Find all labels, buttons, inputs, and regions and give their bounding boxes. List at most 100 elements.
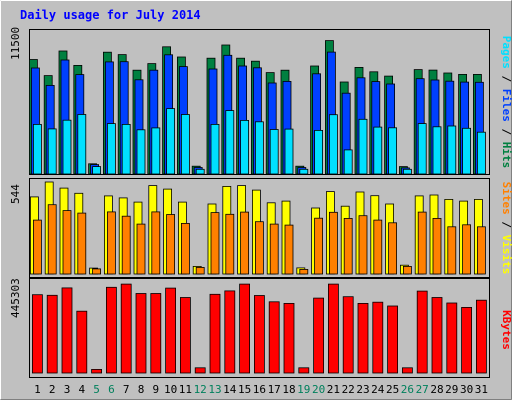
bar-sites-day-5 <box>92 268 101 275</box>
bar-pages-day-29 <box>447 125 457 175</box>
legend-separator: / <box>500 69 512 89</box>
bar-kbytes-day-30 <box>461 306 473 374</box>
day-label-15: 15 <box>238 383 251 396</box>
bar-pages-day-25 <box>388 127 398 175</box>
bar-sites-day-16 <box>254 221 264 275</box>
bar-kbytes-day-22 <box>342 296 354 374</box>
bar-sites-day-10 <box>166 214 176 275</box>
bar-kbytes-day-20 <box>313 297 325 374</box>
day-label-11: 11 <box>179 383 192 396</box>
bar-sites-day-13 <box>210 212 220 275</box>
bar-sites-day-8 <box>136 223 146 275</box>
bar-sites-day-23 <box>358 215 368 275</box>
day-label-16: 16 <box>253 383 266 396</box>
bar-pages-day-16 <box>254 121 264 175</box>
bar-kbytes-day-25 <box>387 305 399 374</box>
panel-kbytes-legend: KBytes <box>500 310 512 350</box>
bar-pages-day-3 <box>62 119 72 175</box>
bar-kbytes-day-11 <box>179 297 191 374</box>
legend-separator: / <box>500 122 512 142</box>
legend-hits-files-pages: Pages / Files / Hits <box>500 36 512 169</box>
bar-kbytes-day-13 <box>209 293 221 374</box>
panel-visits-sites-legend: Sites / Visits <box>500 182 512 275</box>
bar-kbytes-day-6 <box>106 286 117 374</box>
bar-sites-day-20 <box>314 217 324 275</box>
bar-kbytes-day-24 <box>372 301 384 374</box>
panel-hits-files-pages-legend: Pages / Files / Hits <box>500 36 512 169</box>
chart-title: Daily usage for July 2014 <box>20 8 201 22</box>
legend-item-files: Files <box>500 89 512 122</box>
bar-pages-day-14 <box>225 110 235 175</box>
day-label-6: 6 <box>108 383 115 396</box>
bar-kbytes-day-31 <box>475 299 487 374</box>
bar-pages-day-31 <box>476 131 486 175</box>
bar-sites-day-7 <box>121 215 131 275</box>
day-label-3: 3 <box>64 383 71 396</box>
legend-item-visits: Visits <box>500 235 512 275</box>
bar-kbytes-day-29 <box>446 302 458 374</box>
bar-sites-day-24 <box>373 219 383 275</box>
bar-sites-day-6 <box>107 211 116 275</box>
bar-sites-day-3 <box>62 210 72 275</box>
day-label-4: 4 <box>78 383 85 396</box>
panel-hits-files-pages-max-label: 11500 <box>9 27 22 60</box>
bar-sites-day-29 <box>447 226 457 275</box>
bar-kbytes-day-3 <box>61 287 73 374</box>
bar-pages-day-23 <box>358 118 368 175</box>
panel-kbytes: 445303 KBytes <box>9 278 512 378</box>
bar-pages-day-9 <box>151 127 161 175</box>
day-label-23: 23 <box>356 383 369 396</box>
bar-pages-day-22 <box>343 149 353 175</box>
bar-pages-day-20 <box>314 129 324 175</box>
bar-pages-day-13 <box>210 124 220 175</box>
bar-sites-day-18 <box>284 224 294 275</box>
legend-kbytes: KBytes <box>500 310 512 350</box>
day-label-29: 29 <box>445 383 458 396</box>
bar-sites-day-27 <box>417 211 427 275</box>
bar-kbytes-day-16 <box>253 295 265 374</box>
bar-pages-day-10 <box>166 108 176 175</box>
day-label-12: 12 <box>194 383 207 396</box>
legend-item-kbytes: KBytes <box>500 310 512 350</box>
day-label-1: 1 <box>34 383 41 396</box>
bar-kbytes-day-12 <box>194 367 206 374</box>
bar-pages-day-11 <box>180 114 190 175</box>
bar-sites-day-14 <box>225 213 235 275</box>
bar-kbytes-day-18 <box>283 302 295 374</box>
day-label-2: 2 <box>49 383 56 396</box>
bar-kbytes-day-7 <box>120 283 132 374</box>
day-label-8: 8 <box>138 383 145 396</box>
day-label-31: 31 <box>475 383 488 396</box>
bar-sites-day-22 <box>343 217 353 275</box>
bar-sites-day-19 <box>299 268 309 275</box>
bar-kbytes-day-5 <box>91 368 102 374</box>
day-label-24: 24 <box>371 383 385 396</box>
day-label-17: 17 <box>268 383 281 396</box>
day-label-10: 10 <box>164 383 177 396</box>
bar-pages-day-17 <box>269 129 279 175</box>
day-label-9: 9 <box>152 383 159 396</box>
bar-sites-day-17 <box>269 223 279 275</box>
bar-pages-day-19 <box>299 168 309 175</box>
bar-pages-day-15 <box>240 120 250 175</box>
bar-sites-day-9 <box>151 211 161 275</box>
bar-kbytes-day-28 <box>431 297 443 374</box>
bar-pages-day-24 <box>373 126 383 175</box>
day-label-28: 28 <box>430 383 443 396</box>
bar-kbytes-day-9 <box>150 293 162 374</box>
bar-pages-day-2 <box>47 128 57 175</box>
bar-pages-day-6 <box>107 123 116 175</box>
bar-sites-day-1 <box>33 219 42 275</box>
bar-pages-day-26 <box>402 168 412 175</box>
day-label-21: 21 <box>327 383 340 396</box>
bar-kbytes-day-26 <box>401 367 413 374</box>
day-label-14: 14 <box>223 383 237 396</box>
bar-sites-day-21 <box>328 211 338 275</box>
bar-pages-day-7 <box>121 124 131 175</box>
day-label-19: 19 <box>297 383 310 396</box>
bar-kbytes-day-14 <box>224 290 236 374</box>
day-label-18: 18 <box>282 383 295 396</box>
panel-kbytes-max-label: 445303 <box>9 278 22 318</box>
day-label-30: 30 <box>460 383 473 396</box>
